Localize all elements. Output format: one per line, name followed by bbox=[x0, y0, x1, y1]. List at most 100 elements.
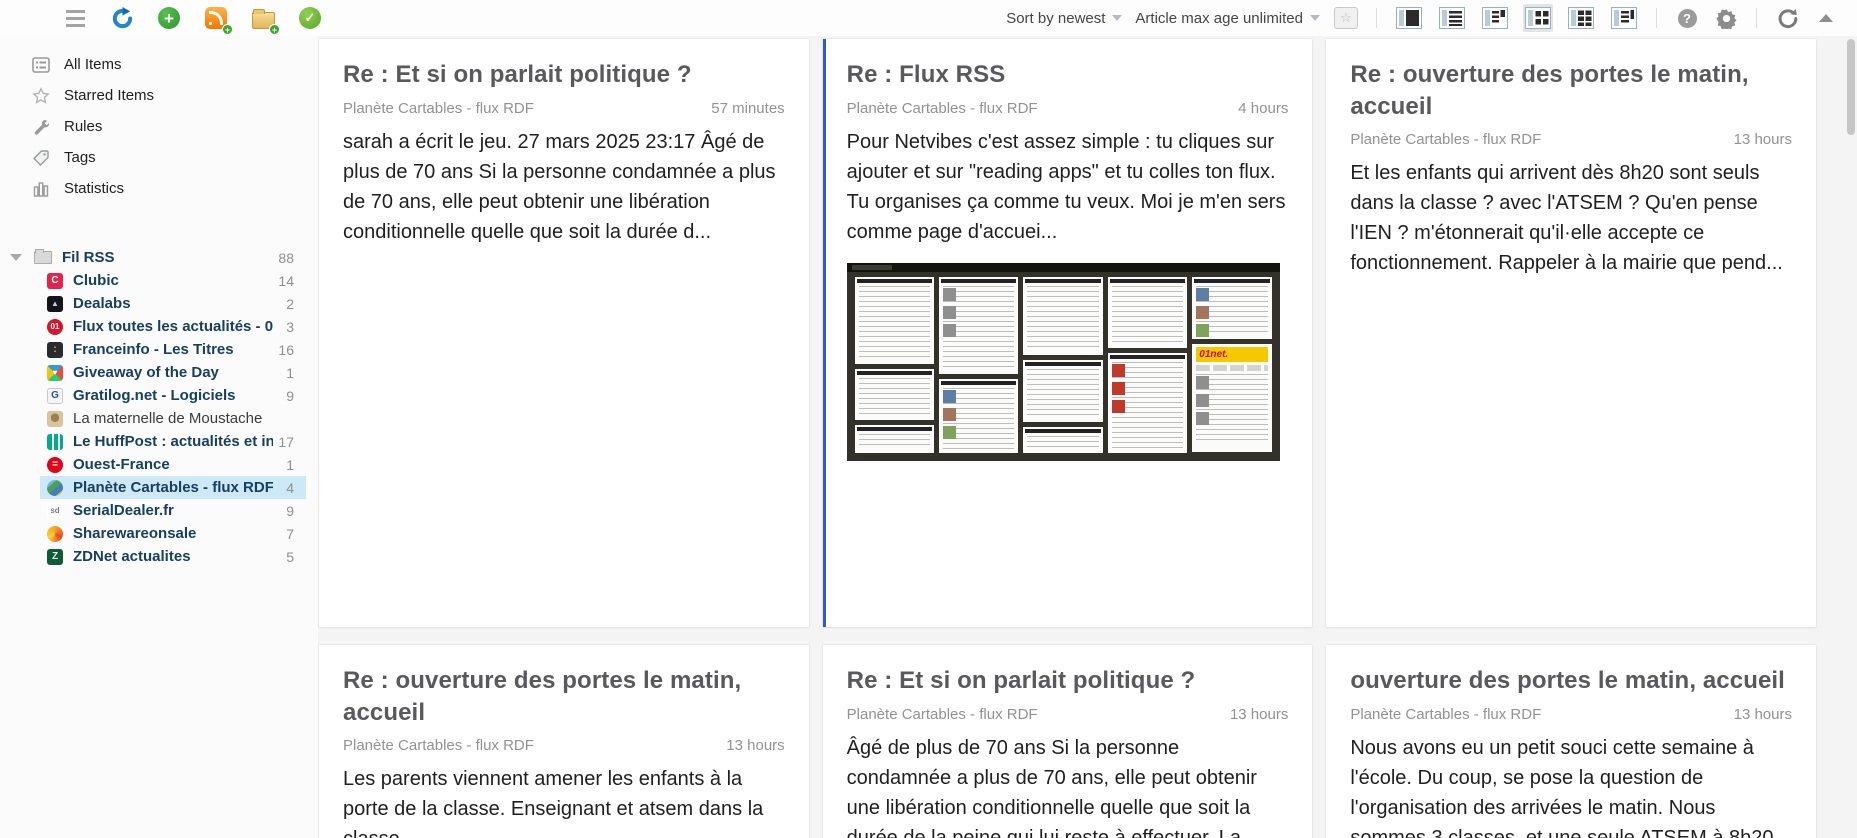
sidebar-item-label: Statistics bbox=[64, 180, 125, 197]
article-card[interactable]: Re : ouverture des portes le matin, accu… bbox=[1326, 39, 1816, 627]
feed-item-franceinfo[interactable]: : Franceinfo - Les Titres 16 bbox=[0, 338, 318, 361]
add-rss-feed-button[interactable]: + bbox=[203, 5, 233, 35]
feed-item-maternelle[interactable]: La maternelle de Moustache bbox=[0, 407, 318, 430]
article-source: Planète Cartables - flux RDF bbox=[846, 99, 1038, 117]
feed-label: Gratilog.net - Logiciels bbox=[73, 387, 236, 404]
layout-article-button[interactable] bbox=[1609, 4, 1639, 32]
layout-split-button[interactable] bbox=[1480, 4, 1510, 32]
expander-triangle-icon[interactable] bbox=[10, 254, 22, 261]
add-button[interactable]: + bbox=[156, 5, 182, 31]
article-title: Re : Flux RSS bbox=[846, 61, 1006, 88]
sidebar-item-starred-items[interactable]: Starred Items bbox=[0, 80, 318, 111]
feed-label: ZDNet actualites bbox=[73, 548, 191, 565]
feed-item-clubic[interactable]: C Clubic 14 bbox=[0, 269, 318, 292]
article-title: Re : ouverture des portes le matin, accu… bbox=[1350, 61, 1749, 120]
folder-icon bbox=[34, 249, 52, 264]
mark-all-read-icon: ✓ bbox=[299, 7, 321, 29]
feed-favicon bbox=[47, 433, 63, 450]
unread-count: 3 bbox=[286, 318, 294, 335]
layout-grid-button[interactable] bbox=[1566, 4, 1596, 32]
article-card[interactable]: Re : ouverture des portes le matin, accu… bbox=[319, 645, 809, 838]
unread-count: 9 bbox=[286, 502, 294, 519]
article-card[interactable]: ouverture des portes le matin, accueil P… bbox=[1326, 645, 1816, 838]
feed-item-dealabs[interactable]: ▲ Dealabs 2 bbox=[0, 292, 318, 315]
feed-item-gratilog[interactable]: G Gratilog.net - Logiciels 9 bbox=[0, 384, 318, 407]
refresh-view-button[interactable] bbox=[1774, 5, 1800, 31]
scrollbar-thumb[interactable] bbox=[1847, 39, 1855, 135]
add-folder-button[interactable]: + bbox=[250, 5, 280, 35]
article-source: Planète Cartables - flux RDF bbox=[343, 99, 534, 117]
toolbar-separator bbox=[1656, 8, 1657, 28]
refresh-feeds-button[interactable] bbox=[109, 5, 135, 31]
thumbnail-01net-logo: 01net. bbox=[1199, 348, 1229, 360]
help-button[interactable]: ? bbox=[1674, 5, 1700, 31]
feed-item-huffpost[interactable]: Le HuffPost : actualités et inf... 17 bbox=[0, 430, 318, 453]
article-card[interactable]: Re : Et si on parlait politique ? Planèt… bbox=[319, 39, 809, 627]
refresh-icon bbox=[1778, 8, 1797, 28]
article-snippet: Pour Netvibes c'est assez simple : tu cl… bbox=[846, 130, 1286, 243]
collapse-toolbar-icon bbox=[1819, 14, 1833, 22]
help-icon: ? bbox=[1677, 8, 1697, 28]
feed-item-giveaway[interactable]: ♥ Giveaway of the Day 1 bbox=[0, 361, 318, 384]
feed-item-ouest-france[interactable]: = Ouest-France 1 bbox=[0, 453, 318, 476]
unread-count: 1 bbox=[286, 456, 294, 473]
hamburger-icon bbox=[65, 9, 85, 27]
unread-count: 16 bbox=[278, 341, 294, 358]
feed-label: Clubic bbox=[73, 272, 119, 289]
folder-label: Fil RSS bbox=[62, 249, 115, 266]
menu-icon[interactable] bbox=[62, 5, 88, 31]
unread-count: 2 bbox=[286, 295, 294, 312]
feed-item-01net[interactable]: 01 Flux toutes les actualités - 01... 3 bbox=[0, 315, 318, 338]
feed-item-sharewareonsale[interactable]: Sharewareonsale 7 bbox=[0, 522, 318, 545]
settings-button[interactable] bbox=[1713, 5, 1739, 31]
unread-count: 1 bbox=[286, 364, 294, 381]
layout-cards-icon bbox=[1525, 7, 1551, 29]
feed-folder-fil-rss[interactable]: Fil RSS 88 bbox=[0, 246, 318, 269]
sidebar-item-label: Tags bbox=[64, 149, 96, 166]
article-time: 13 hours bbox=[1733, 131, 1792, 149]
scrollbar-track[interactable] bbox=[1845, 36, 1857, 838]
unread-count: 7 bbox=[286, 525, 294, 542]
sidebar-item-label: All Items bbox=[64, 56, 122, 73]
article-source: Planète Cartables - flux RDF bbox=[1350, 705, 1542, 723]
article-card-selected[interactable]: Re : Flux RSS Planète Cartables - flux R… bbox=[822, 39, 1313, 627]
sidebar-item-all-items[interactable]: All Items bbox=[0, 49, 318, 80]
stats-icon bbox=[33, 181, 49, 197]
article-time: 13 hours bbox=[1229, 705, 1289, 723]
feed-item-planete-cartables[interactable]: Planète Cartables - flux RDF 4 bbox=[0, 476, 318, 499]
layout-compact-button[interactable] bbox=[1437, 4, 1467, 32]
feed-tree: Fil RSS 88 C Clubic 14 ▲ Dealabs 2 bbox=[0, 246, 318, 568]
article-source: Planète Cartables - flux RDF bbox=[1350, 131, 1542, 149]
chevron-down-icon bbox=[1310, 15, 1320, 21]
layout-grid-icon bbox=[1568, 7, 1594, 29]
feed-favicon: 01 bbox=[47, 318, 63, 335]
article-source: Planète Cartables - flux RDF bbox=[846, 705, 1038, 723]
feed-label: Planète Cartables - flux RDF bbox=[73, 479, 273, 496]
sidebar-item-rules[interactable]: Rules bbox=[0, 111, 318, 142]
list-icon bbox=[32, 56, 50, 73]
article-max-age-dropdown[interactable]: Article max age unlimited bbox=[1135, 10, 1320, 27]
sidebar-item-tags[interactable]: Tags bbox=[0, 142, 318, 173]
unread-count: 4 bbox=[286, 479, 294, 496]
feed-label: Ouest-France bbox=[73, 456, 170, 473]
article-max-age-label: Article max age unlimited bbox=[1135, 9, 1303, 27]
article-card-area: Re : Et si on parlait politique ? Planèt… bbox=[318, 36, 1857, 838]
collapse-toolbar-button[interactable] bbox=[1813, 5, 1839, 31]
layout-compact-icon bbox=[1439, 7, 1465, 29]
starred-filter-button[interactable]: ☆ bbox=[1333, 5, 1359, 31]
article-card[interactable]: Re : Et si on parlait politique ? Planèt… bbox=[822, 645, 1313, 838]
feed-item-serialdealer[interactable]: sd SerialDealer.fr 9 bbox=[0, 499, 318, 522]
sidebar-item-statistics[interactable]: Statistics bbox=[0, 173, 318, 204]
layout-cards-button[interactable] bbox=[1523, 4, 1553, 32]
feed-label: Flux toutes les actualités - 01... bbox=[73, 318, 273, 335]
feed-favicon: ▲ bbox=[47, 295, 63, 312]
unread-count: 17 bbox=[278, 433, 294, 450]
sort-dropdown[interactable]: Sort by newest bbox=[1006, 10, 1123, 27]
layout-article-icon bbox=[1611, 7, 1637, 29]
feed-item-zdnet[interactable]: Z ZDNet actualites 5 bbox=[0, 545, 318, 568]
layout-list-button[interactable] bbox=[1394, 4, 1424, 32]
feed-label: SerialDealer.fr bbox=[73, 502, 174, 519]
mark-all-read-button[interactable]: ✓ bbox=[297, 5, 323, 31]
article-time: 13 hours bbox=[726, 737, 785, 755]
feed-favicon bbox=[47, 479, 63, 496]
